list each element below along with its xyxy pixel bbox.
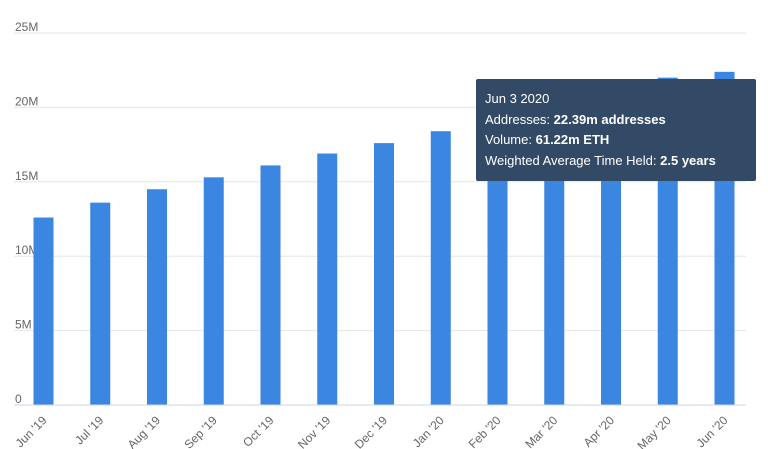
x-tick-label: Mar '20 xyxy=(522,413,560,449)
x-tick-label: Dec '19 xyxy=(352,413,391,449)
x-tick-label: Jun '19 xyxy=(13,413,50,449)
x-tick-label: Oct '19 xyxy=(240,413,277,449)
bar-3[interactable] xyxy=(203,177,224,405)
tooltip-volume-value: 61.22m ETH xyxy=(535,132,610,147)
x-axis-ticks: Jun '19 Jul '19 Aug '19 Sep '19 Oct '19 Nov '… xyxy=(13,413,731,449)
bar-6[interactable] xyxy=(374,143,394,405)
hover-tooltip: Jun 3 2020 Addresses: 22.39m addresses V… xyxy=(476,79,756,181)
x-tick-label: Nov '19 xyxy=(295,413,334,449)
bars xyxy=(33,71,735,406)
y-tick-label: 0 xyxy=(15,392,22,406)
tooltip-time-held: Weighted Average Time Held: 2.5 years xyxy=(485,151,747,172)
tooltip-volume-label: Volume: xyxy=(485,132,532,147)
x-tick-label: Aug '19 xyxy=(125,413,164,449)
x-tick-label: Feb '20 xyxy=(466,413,504,449)
y-tick-label: 25M xyxy=(15,20,38,34)
bar-2[interactable] xyxy=(147,189,167,405)
bar-0[interactable] xyxy=(33,217,54,405)
tooltip-addresses-label: Addresses: xyxy=(485,111,551,127)
x-tick-label: Sep '19 xyxy=(181,413,220,449)
bar-1[interactable] xyxy=(90,202,111,405)
y-axis-ticks: 0 5M 10M 15M 20M 25M xyxy=(15,20,38,406)
tooltip-volume: Volume: 61.22m ETH xyxy=(485,130,747,151)
tooltip-date: Jun 3 2020 xyxy=(485,91,550,106)
x-tick-label: Jun '20 xyxy=(694,413,731,449)
x-tick-label: Jul '19 xyxy=(72,413,106,447)
y-tick-label: 15M xyxy=(15,169,38,183)
tooltip-addresses-value: 22.39m addresses xyxy=(553,111,666,127)
bar-8[interactable] xyxy=(487,119,508,405)
x-tick-label: Jan '20 xyxy=(410,413,447,449)
bar-7[interactable] xyxy=(430,131,451,405)
x-tick-label: May '20 xyxy=(635,413,675,449)
bar-4[interactable] xyxy=(260,165,281,405)
tooltip-addresses: Addresses: 22.39m addresses xyxy=(485,110,747,131)
bar-5[interactable] xyxy=(317,153,338,405)
y-tick-label: 20M xyxy=(15,94,38,108)
tooltip-time-held-label: Weighted Average Time Held: xyxy=(485,152,657,168)
y-tick-label: 10M xyxy=(15,243,38,257)
x-tick-label: Apr '20 xyxy=(581,413,618,449)
bar-9[interactable] xyxy=(544,107,565,406)
tooltip-time-held-value: 2.5 years xyxy=(660,152,716,168)
y-tick-label: 5M xyxy=(15,318,32,332)
